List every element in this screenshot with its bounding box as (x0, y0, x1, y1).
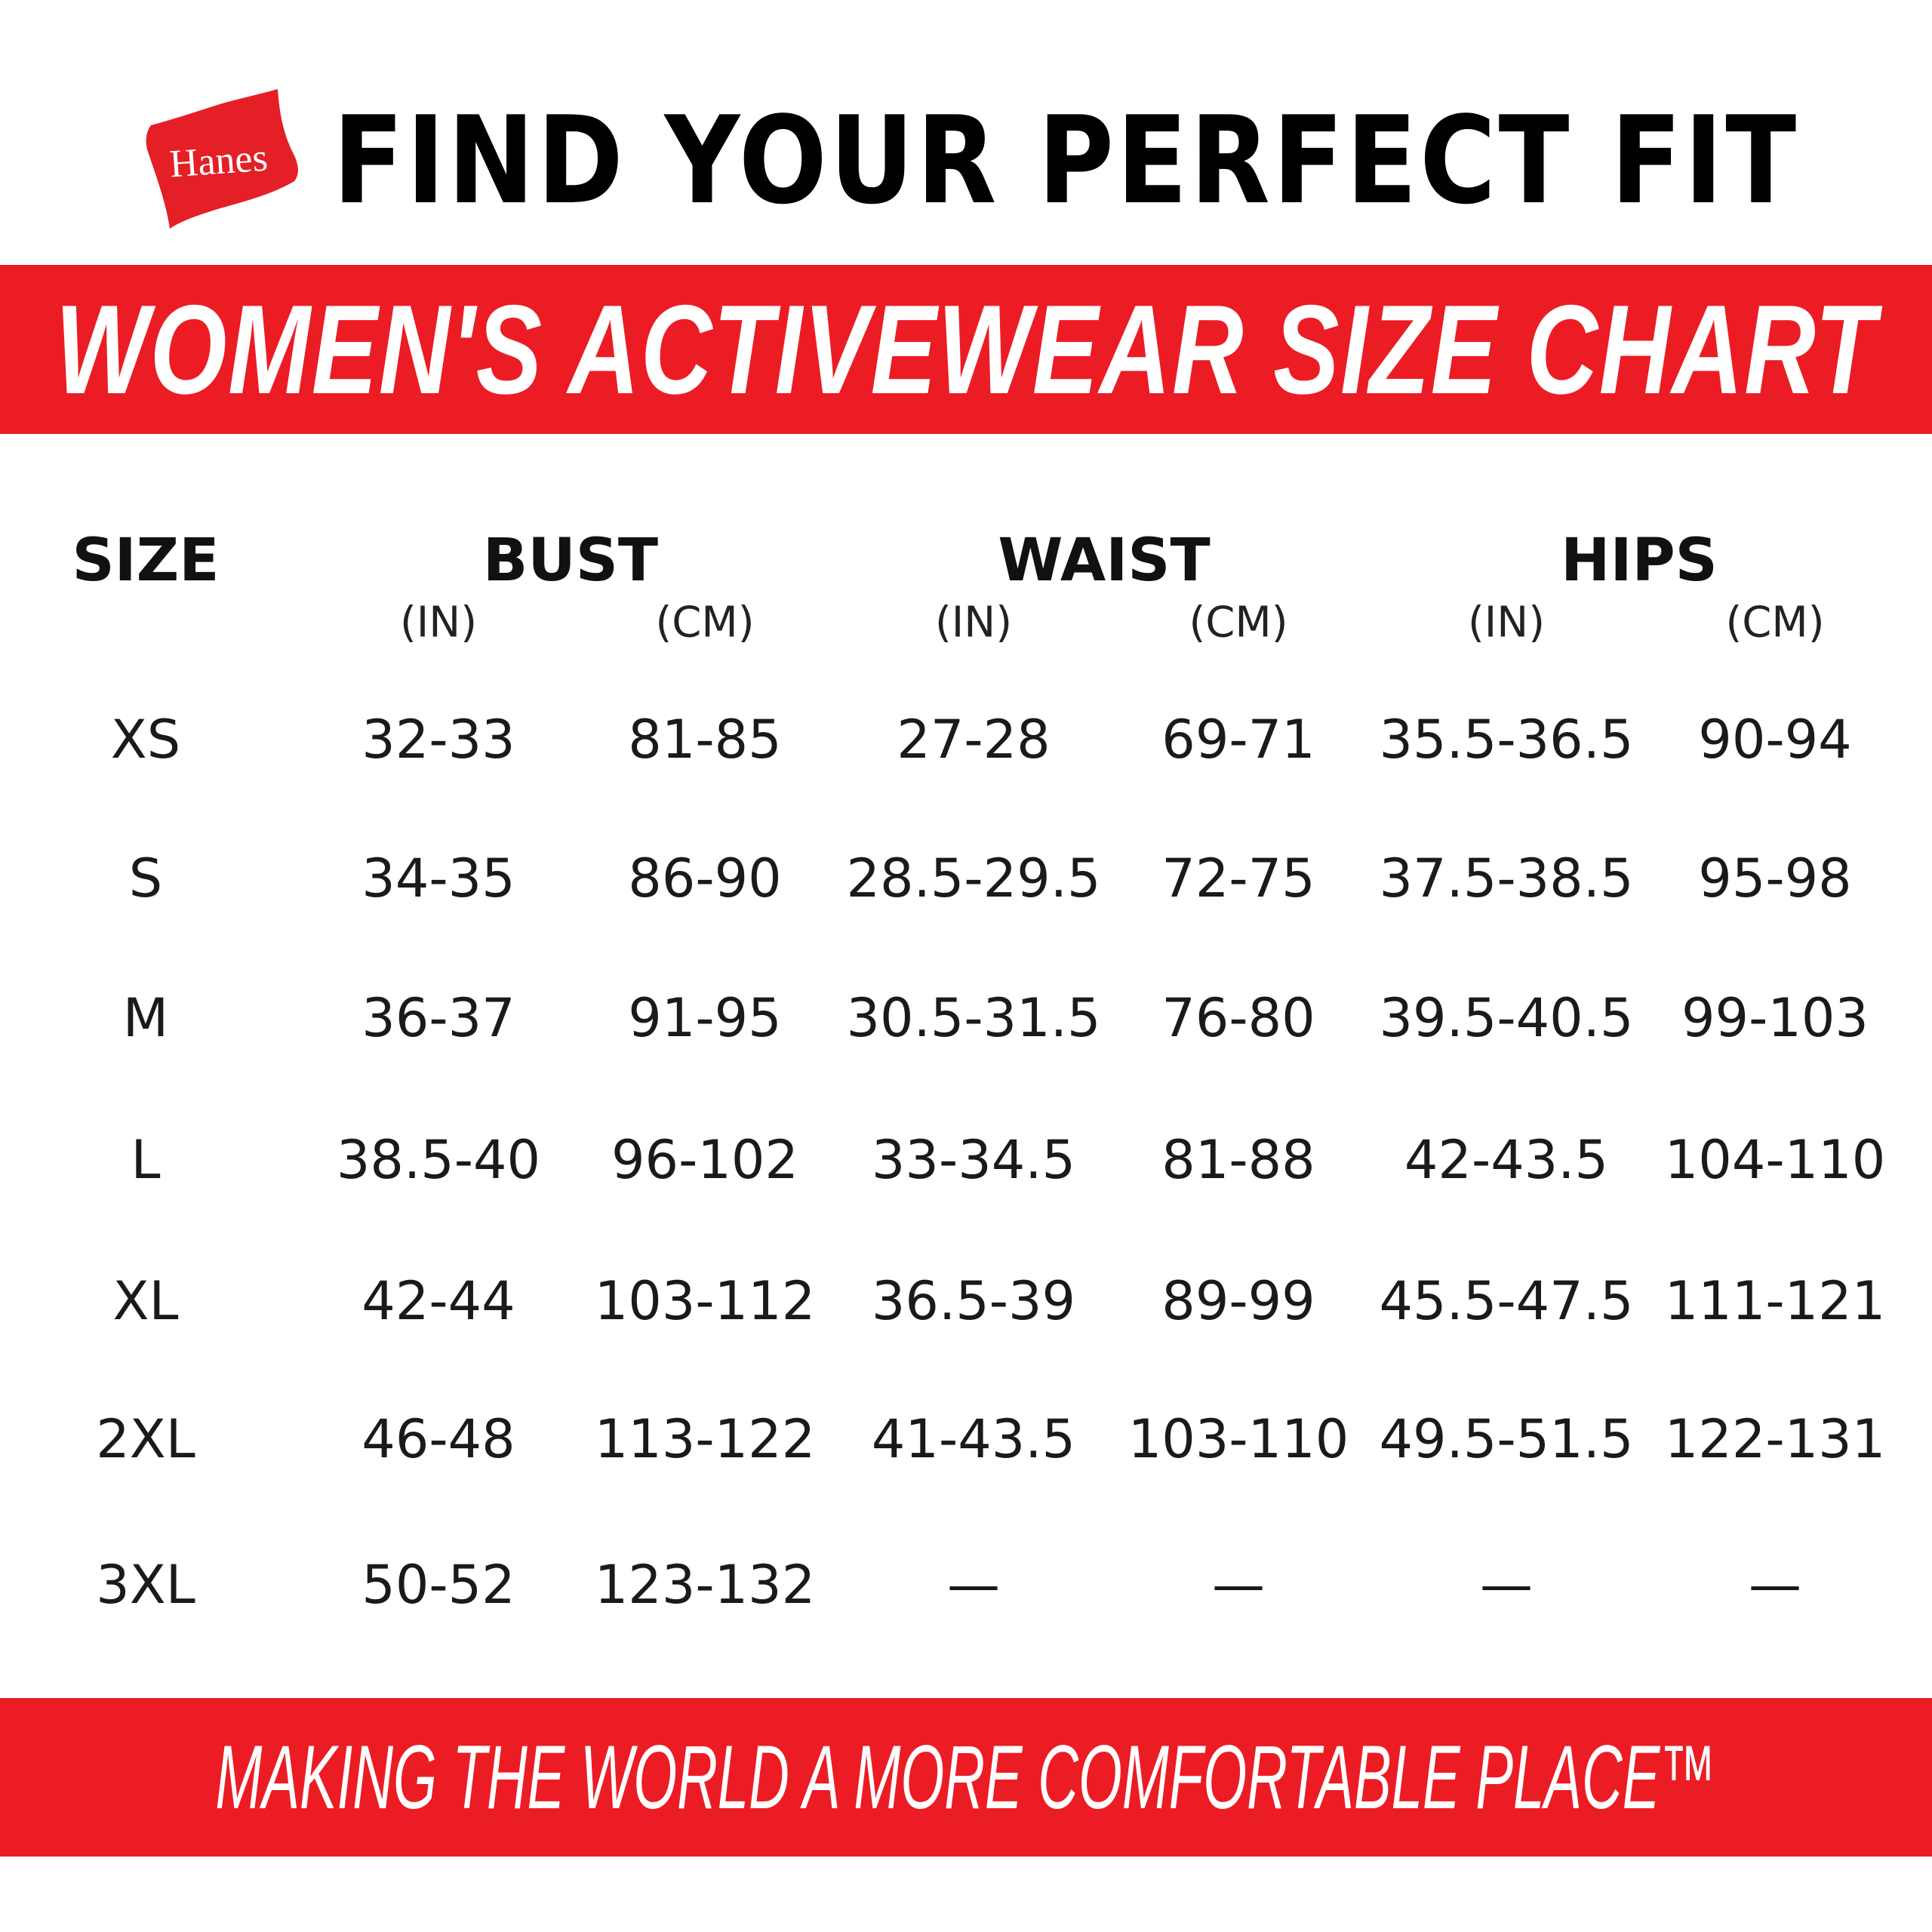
cell-hips-cm: 111-121 (1664, 1270, 1886, 1332)
cell-waist-cm: 89-99 (1161, 1270, 1315, 1332)
subheader-hips-cm: (CM) (1725, 598, 1825, 648)
header-size: SIZE (72, 527, 220, 595)
cell-hips-in: 35.5-36.5 (1379, 709, 1634, 771)
page-title: FIND YOUR PERFECT FIT (333, 90, 1799, 231)
cell-waist-in: 33-34.5 (871, 1129, 1076, 1191)
cell-hips-in: 42-43.5 (1404, 1129, 1609, 1191)
cell-bust-cm: 113-122 (594, 1408, 816, 1470)
cell-hips-cm: — (1749, 1554, 1801, 1616)
cell-hips-cm: 95-98 (1698, 848, 1852, 909)
cell-bust-in: 46-48 (361, 1408, 515, 1470)
size-label: XS (110, 709, 181, 771)
cell-bust-in: 50-52 (361, 1554, 515, 1616)
size-label: L (131, 1129, 161, 1191)
cell-hips-in: 37.5-38.5 (1379, 848, 1634, 909)
footer-banner: MAKING THE WORLD A MORE COMFORTABLE PLAC… (0, 1698, 1932, 1857)
cell-bust-cm: 103-112 (594, 1270, 816, 1332)
cell-hips-in: 39.5-40.5 (1379, 987, 1634, 1049)
cell-waist-cm: 81-88 (1161, 1129, 1315, 1191)
cell-waist-cm: 103-110 (1128, 1408, 1349, 1470)
cell-hips-in: 45.5-47.5 (1379, 1270, 1634, 1332)
cell-waist-in: 30.5-31.5 (846, 987, 1101, 1049)
cell-bust-cm: 91-95 (628, 987, 782, 1049)
cell-waist-cm: — (1212, 1554, 1265, 1616)
cell-hips-in: 49.5-51.5 (1379, 1408, 1634, 1470)
cell-waist-cm: 72-75 (1161, 848, 1315, 909)
subheader-hips-in: (IN) (1467, 598, 1546, 648)
subheader-bust-cm: (CM) (655, 598, 755, 648)
cell-bust-cm: 81-85 (628, 709, 782, 771)
cell-waist-cm: 69-71 (1161, 709, 1315, 771)
header-waist: WAIST (998, 527, 1211, 595)
cell-waist-in: 41-43.5 (871, 1408, 1076, 1470)
cell-hips-in: — (1480, 1554, 1533, 1616)
cell-hips-cm: 122-131 (1664, 1408, 1886, 1470)
cell-bust-in: 36-37 (361, 987, 515, 1049)
cell-bust-in: 42-44 (361, 1270, 515, 1332)
chart-title: WOMEN'S ACTIVEWEAR SIZE CHART (55, 278, 1877, 420)
cell-hips-cm: 90-94 (1698, 709, 1852, 771)
size-label: 3XL (96, 1554, 195, 1616)
cell-bust-in: 34-35 (361, 848, 515, 909)
subheader-waist-cm: (CM) (1189, 598, 1288, 648)
cell-waist-in: 36.5-39 (871, 1270, 1076, 1332)
svg-text:Hanes: Hanes (168, 137, 269, 186)
cell-hips-cm: 104-110 (1664, 1129, 1886, 1191)
header-hips: HIPS (1561, 527, 1718, 595)
cell-waist-in: — (947, 1554, 1000, 1616)
footer-tagline: MAKING THE WORLD A MORE COMFORTABLE PLAC… (215, 1727, 1717, 1828)
subheader-bust-in: (IN) (399, 598, 478, 648)
cell-bust-cm: 96-102 (611, 1129, 798, 1191)
cell-bust-in: 38.5-40 (336, 1129, 541, 1191)
cell-bust-cm: 123-132 (594, 1554, 816, 1616)
cell-waist-cm: 76-80 (1161, 987, 1315, 1049)
cell-waist-in: 27-28 (897, 709, 1051, 771)
cell-bust-in: 32-33 (361, 709, 515, 771)
size-label: S (128, 848, 163, 909)
chart-title-banner: WOMEN'S ACTIVEWEAR SIZE CHART (0, 265, 1932, 434)
cell-bust-cm: 86-90 (628, 848, 782, 909)
size-label: M (122, 987, 169, 1049)
header-bust: BUST (482, 527, 659, 595)
size-label: XL (112, 1270, 179, 1332)
size-label: 2XL (96, 1408, 195, 1470)
cell-waist-in: 28.5-29.5 (846, 848, 1101, 909)
subheader-waist-in: (IN) (934, 598, 1013, 648)
cell-hips-cm: 99-103 (1681, 987, 1869, 1049)
hanes-logo: Hanes (143, 89, 302, 229)
